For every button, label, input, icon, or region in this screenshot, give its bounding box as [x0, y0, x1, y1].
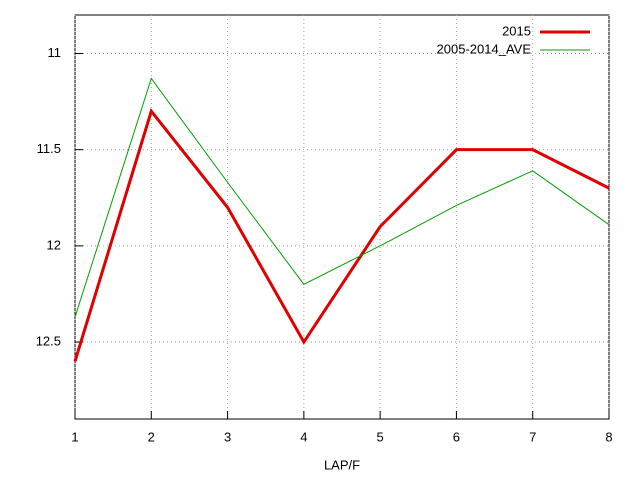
x-tick-label: 8: [605, 429, 612, 444]
legend-label: 2005-2014_AVE: [437, 41, 532, 56]
x-axis-label: LAP/F: [324, 457, 360, 472]
y-tick-label: 12: [47, 237, 61, 252]
x-tick-label: 3: [224, 429, 231, 444]
plot-frame: [74, 14, 610, 420]
x-tick-label: 1: [71, 429, 78, 444]
x-tick-label: 5: [377, 429, 384, 444]
series-line: [73, 108, 610, 362]
x-tick-label: 6: [453, 429, 460, 444]
y-tick-label: 11: [48, 45, 62, 60]
y-tick-label: 12.5: [36, 333, 61, 348]
series-line: [74, 77, 610, 318]
x-tick-label: 2: [148, 429, 155, 444]
x-tick-label: 4: [300, 429, 307, 444]
y-tick-label: 11.5: [37, 141, 61, 156]
x-tick-label: 7: [529, 429, 536, 444]
legend-label: 2015: [502, 23, 531, 38]
